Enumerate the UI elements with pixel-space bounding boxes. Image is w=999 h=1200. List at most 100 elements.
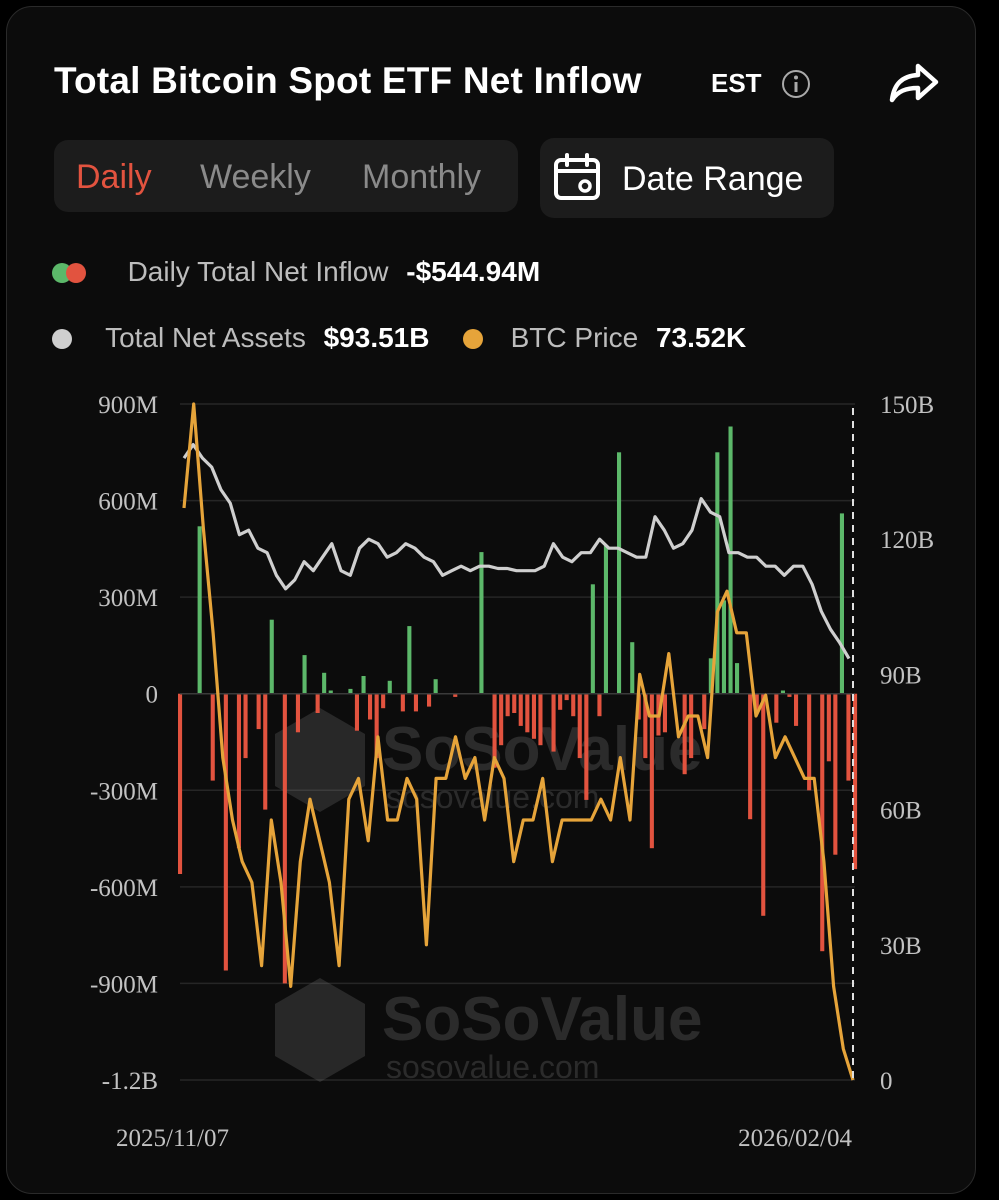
inflow-bar[interactable] (381, 693, 386, 709)
inflow-bar[interactable] (531, 693, 536, 739)
inflow-bar[interactable] (571, 693, 576, 717)
period-tabs: Daily Weekly Monthly (54, 140, 518, 212)
inflow-bar[interactable] (525, 693, 530, 733)
inflow-bar[interactable] (774, 693, 779, 723)
inflow-bar[interactable] (413, 693, 418, 712)
date-range-label: Date Range (622, 160, 804, 198)
inflow-bar[interactable] (295, 693, 300, 733)
inflow-bar[interactable] (427, 693, 432, 707)
y-right-tick-label: 30B (880, 933, 922, 960)
total-net-assets-line[interactable] (182, 442, 851, 660)
inflow-bar[interactable] (210, 693, 215, 781)
inflow-bar[interactable] (315, 693, 320, 713)
inflow-bar[interactable] (505, 693, 510, 717)
inflow-bar[interactable] (512, 693, 517, 713)
inflow-bar[interactable] (354, 693, 359, 731)
inflow-bar[interactable] (269, 619, 274, 694)
inflow-bar[interactable] (453, 693, 458, 697)
inflow-bar[interactable] (649, 693, 654, 849)
inflow-bar[interactable] (787, 693, 792, 697)
inflow-bar[interactable] (368, 693, 373, 720)
inflow-bar[interactable] (617, 452, 622, 694)
date-range-button[interactable]: Date Range (540, 138, 834, 218)
inflow-bar[interactable] (223, 693, 228, 971)
inflow-bar[interactable] (282, 693, 287, 984)
price-dot-icon (463, 329, 484, 349)
y-left-tick-label: 0 (146, 682, 159, 709)
watermark-hex-icon (275, 708, 365, 812)
inflow-bar[interactable] (820, 693, 825, 952)
inflow-bar[interactable] (807, 693, 812, 791)
inflow-bar[interactable] (499, 693, 504, 746)
inflow-bar[interactable] (302, 655, 307, 694)
x-end-label: 2026/02/04 (738, 1125, 852, 1152)
inflow-chart[interactable]: SoSoValuesosovalue.comSoSoValuesosovalue… (0, 380, 999, 1170)
inflow-bar[interactable] (518, 693, 523, 726)
inflow-bar[interactable] (178, 693, 183, 874)
inflow-bar[interactable] (794, 693, 799, 726)
inflow-bar[interactable] (361, 676, 366, 694)
inflow-bar[interactable] (564, 693, 569, 701)
inflow-bar[interactable] (630, 642, 635, 694)
inflow-bar[interactable] (479, 552, 484, 694)
inflow-bar[interactable] (374, 693, 379, 759)
inflow-bar[interactable] (236, 693, 241, 849)
legend-assets-price: Total Net Assets $93.51B BTC Price 73.52… (52, 322, 746, 354)
inflow-bar[interactable] (728, 426, 733, 694)
inflow-bar[interactable] (584, 693, 589, 800)
inflow-bar[interactable] (407, 626, 412, 694)
calendar-icon (554, 153, 600, 200)
inflow-bar[interactable] (754, 693, 759, 713)
inflow-bar[interactable] (387, 680, 392, 694)
inflow-bar[interactable] (846, 693, 851, 781)
inflow-bar[interactable] (826, 693, 831, 762)
inflow-bar[interactable] (597, 693, 602, 717)
info-icon[interactable] (780, 68, 812, 100)
inflow-bar[interactable] (551, 693, 556, 752)
watermark-url: sosovalue.com (386, 779, 599, 815)
inflow-bar[interactable] (643, 693, 648, 759)
y-left-tick-label: -300M (90, 778, 158, 805)
inflow-bar[interactable] (328, 690, 333, 694)
inflow-bar[interactable] (433, 679, 438, 694)
btc-price-line[interactable] (182, 402, 855, 1081)
y-left-tick-label: 900M (98, 392, 158, 419)
inflow-bar[interactable] (322, 672, 327, 694)
tab-daily[interactable]: Daily (76, 158, 152, 196)
inflow-dot-icon (52, 263, 86, 283)
inflow-bar[interactable] (263, 693, 268, 810)
tab-weekly[interactable]: Weekly (200, 158, 311, 196)
inflow-bar[interactable] (715, 452, 720, 694)
inflow-bar[interactable] (702, 693, 707, 730)
inflow-bar[interactable] (590, 584, 595, 694)
inflow-bar[interactable] (748, 693, 753, 820)
inflow-bar[interactable] (735, 663, 740, 694)
inflow-bar[interactable] (256, 693, 261, 730)
y-right-tick-label: 90B (880, 662, 922, 689)
inflow-bar[interactable] (492, 693, 497, 768)
inflow-bar[interactable] (197, 526, 202, 694)
legend-assets-label: Total Net Assets (105, 322, 306, 353)
inflow-bar[interactable] (682, 693, 687, 775)
inflow-bar[interactable] (833, 693, 838, 855)
inflow-bar[interactable] (603, 545, 608, 694)
inflow-bar[interactable] (708, 658, 713, 694)
inflow-bar[interactable] (243, 693, 248, 759)
inflow-bar[interactable] (689, 693, 694, 759)
inflow-bar[interactable] (577, 693, 582, 759)
inflow-bar[interactable] (721, 600, 726, 694)
inflow-bar[interactable] (348, 688, 353, 694)
inflow-bar[interactable] (538, 693, 543, 746)
watermark-brand: SoSoValue (382, 985, 702, 1054)
inflow-bar[interactable] (761, 693, 766, 916)
tab-monthly[interactable]: Monthly (362, 158, 482, 196)
legend-price-label: BTC Price (510, 322, 639, 353)
inflow-bar[interactable] (839, 513, 844, 694)
inflow-bar[interactable] (853, 693, 858, 870)
inflow-bar[interactable] (400, 693, 405, 712)
inflow-bar[interactable] (558, 693, 563, 710)
inflow-bar[interactable] (780, 690, 785, 694)
inflow-bar[interactable] (662, 693, 667, 733)
share-icon[interactable] (888, 60, 940, 106)
